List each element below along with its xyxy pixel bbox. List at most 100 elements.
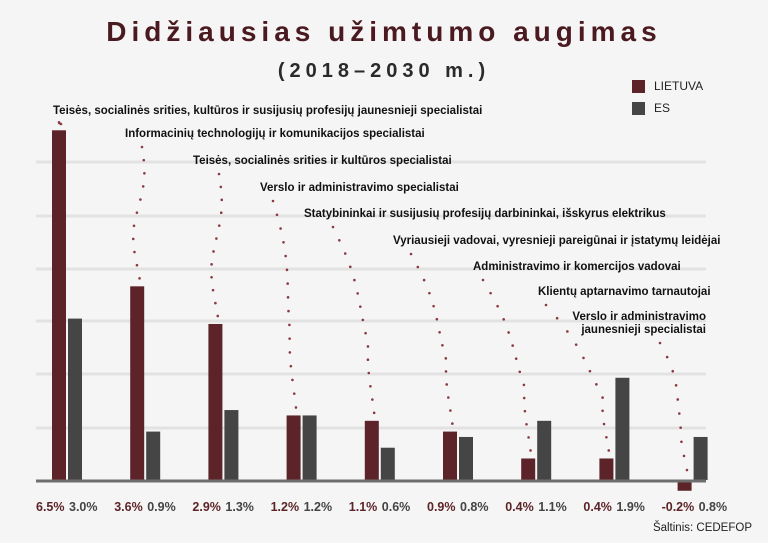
category-label: Verslo ir administravimo jaunesnieji spec… (572, 311, 706, 337)
category-label-line: Informacinių technologijų ir komunikacij… (125, 128, 425, 140)
leader-dot (142, 158, 146, 162)
leader-dot (211, 288, 215, 292)
leader-dot (285, 268, 289, 272)
leader-dot (595, 383, 598, 386)
value-label-lietuva: 0.4% (583, 500, 612, 514)
leader-dot (286, 296, 290, 299)
leader-dot (271, 199, 275, 203)
leader-dot (582, 356, 585, 360)
leader-dot (367, 371, 371, 375)
category-label-line: Statybininkai ir susijusių profesijų dar… (304, 208, 666, 220)
leader-dot (292, 392, 296, 395)
leader-dot (371, 398, 374, 401)
bar-lietuva (521, 458, 536, 480)
leader-dot (447, 396, 450, 399)
leader-dot (444, 370, 448, 373)
leader-dot (279, 227, 282, 230)
leader-dot (289, 364, 293, 368)
leader-dot (356, 292, 359, 295)
leader-dot (432, 304, 435, 308)
leader-dot (529, 449, 532, 452)
leader-dot (135, 211, 139, 214)
leader-dot (138, 277, 141, 280)
leader-dot (215, 237, 218, 240)
leader-dot (441, 344, 444, 347)
leader-dot (507, 331, 510, 334)
leader-dots (57, 121, 689, 472)
leader-dot (555, 316, 559, 320)
leader-dot (219, 211, 223, 215)
leader-dot (588, 369, 592, 373)
leader-dot (343, 252, 347, 255)
leader-dot (416, 265, 420, 269)
bar-lietuva (286, 415, 301, 480)
leader-dot (216, 314, 220, 318)
leader-dot (331, 225, 335, 229)
category-label: Teisės, socialinės srities ir kultūros s… (193, 155, 452, 168)
leader-dot (288, 323, 291, 327)
leader-dot (677, 412, 681, 415)
chart-title: Didžiausias užimtumo augimas (106, 16, 662, 47)
leader-dot (135, 263, 139, 267)
leader-dot (514, 357, 518, 360)
value-label-es: 1.9% (616, 500, 645, 514)
bar-es (537, 420, 552, 480)
leader-dot (353, 278, 356, 282)
value-label-es: 1.1% (538, 500, 567, 514)
value-label-es: 0.6% (381, 500, 411, 514)
legend-item-es: ES (632, 101, 670, 115)
leader-dot (671, 369, 675, 373)
category-label: Klientų aptarnavimo tarnautojai (538, 286, 711, 299)
bar-es (302, 415, 317, 480)
leader-dot (481, 278, 485, 282)
category-label-line: Teisės, socialinės srities ir kultūros s… (193, 155, 452, 167)
leader-dot (658, 341, 662, 345)
legend-item-lietuva: LIETUVA (632, 79, 703, 93)
gridlines (36, 160, 706, 430)
legend-swatch-es (632, 101, 645, 115)
bar-lietuva (599, 458, 614, 480)
bar-lietuva (677, 480, 692, 491)
value-label-lietuva: 1.1% (348, 500, 378, 514)
leader-dot (544, 303, 548, 307)
leader-dot (219, 185, 223, 189)
bar-es (459, 436, 473, 480)
leader-dot (212, 250, 215, 253)
leader-dot (679, 426, 682, 429)
leader-dot (601, 396, 604, 399)
leader-dot (143, 171, 146, 175)
chart-subtitle: (2018–2030 m.) (277, 60, 491, 82)
leader-dot (141, 185, 145, 188)
leader-dot (665, 355, 669, 359)
category-label-line: Verslo ir administravimo specialistai (260, 182, 459, 194)
leader-dot (682, 454, 686, 458)
category-label-line: jaunesnieji specialistai (581, 324, 706, 336)
bar-es (68, 318, 82, 480)
leader-dot (444, 357, 448, 360)
bar-es (693, 436, 708, 480)
leader-dot (131, 237, 135, 241)
leader-dot (607, 449, 611, 452)
leader-dot (422, 278, 426, 282)
value-label-es: 0.8% (698, 500, 728, 514)
leader-dot (217, 224, 221, 227)
leader-dot (57, 121, 61, 124)
leader-dot (502, 318, 505, 321)
leader-dot (522, 383, 526, 387)
leader-dot (359, 305, 362, 308)
leader-dot (366, 358, 370, 362)
leader-dot (674, 384, 678, 387)
leader-dot (364, 331, 367, 335)
bar-lietuva (208, 323, 223, 480)
leader-dot (522, 396, 526, 400)
category-label-line: Verslo ir administravimo (572, 311, 706, 323)
leader-dot (140, 145, 144, 149)
leader-dot (496, 304, 499, 308)
category-label-line: Teisės, socialinės srities, kultūros ir … (53, 105, 483, 117)
leader-dot (361, 318, 365, 322)
category-label: Teisės, socialinės srities, kultūros ir … (53, 105, 482, 118)
category-label: Administravimo ir komercijos vadovai (473, 261, 681, 274)
category-label: Informacinių technologijų ir komunikacij… (125, 128, 425, 141)
leader-dot (284, 254, 287, 258)
